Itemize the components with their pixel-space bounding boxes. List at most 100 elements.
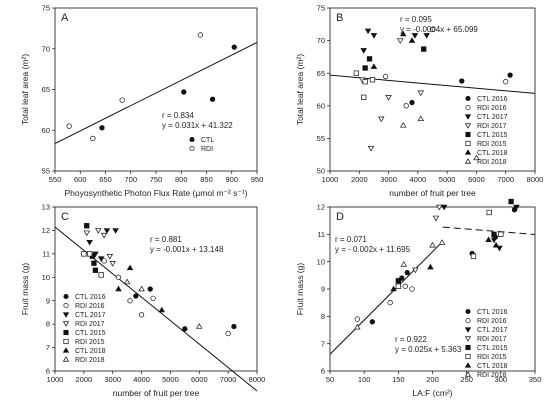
point-ctl-2017	[97, 256, 105, 262]
legend-entry-rdi-2018: RDI 2018	[477, 372, 507, 379]
legend-entry-rdi-2018: RDI 2018	[477, 159, 507, 166]
regression-line	[329, 244, 440, 355]
legend-marker-ctl-2018	[464, 362, 472, 368]
y-tick-label: 55	[42, 167, 50, 176]
point-rdi-2015	[81, 251, 87, 257]
y-axis-label: Fruit mass (g)	[20, 263, 30, 316]
legend-entry-rdi-2015: RDI 2015	[477, 141, 507, 148]
y-tick-label: 8	[321, 312, 325, 321]
point-rdi-2016	[354, 316, 360, 322]
y-tick-label: 65	[42, 85, 50, 94]
legend-marker-rdi	[189, 145, 195, 152]
y-tick-label: 6	[46, 367, 50, 376]
panel-a: A 550 600 650 700 750 800 850 900 950 55 60 65 70 75 Ph…	[20, 4, 263, 198]
x-tick-label: 4000	[133, 375, 150, 384]
y-tick-label: 9	[321, 285, 325, 294]
point-ctl-2015	[508, 198, 514, 205]
point-ctl-2015	[395, 278, 401, 284]
y-tick-label: 13	[42, 203, 50, 212]
x-tick-label: 5000	[439, 175, 456, 184]
x-tick-label: 2000	[76, 375, 93, 384]
point-ctl-2017	[370, 33, 378, 39]
point-ctl-2015	[92, 267, 99, 273]
point-ctl-2016	[507, 72, 513, 78]
legend-marker-ctl-2017	[464, 114, 472, 120]
point-ctl-2017	[360, 48, 367, 54]
legend-marker-rdi-2018	[62, 356, 70, 362]
x-tick-label: 5000	[162, 375, 179, 384]
regression-annotation: r = 0.922	[395, 335, 427, 344]
point-ctl-2016	[409, 99, 415, 106]
legend-marker-ctl	[189, 136, 195, 143]
point-rdi-2016	[402, 283, 408, 289]
x-axis-label: number of fruit per tree	[389, 188, 476, 198]
regression-annotation: y = -0.001x + 13.148	[150, 245, 224, 254]
regression-annotation: y = 0.031x + 41.322	[162, 121, 233, 130]
point-ctl-2018	[370, 63, 378, 69]
legend-entry-rdi-2017: RDI 2017	[75, 321, 105, 328]
x-tick-label: 250	[460, 375, 473, 384]
point-rdi-2018	[429, 241, 436, 248]
point-ctl-2016	[404, 269, 410, 276]
point-ctl-2017	[411, 33, 419, 39]
legend-entry-rdi-2017: RDI 2017	[477, 123, 507, 130]
point-ctl-2017	[86, 239, 93, 246]
legend-entry-rdi: RDI	[201, 146, 213, 153]
x-tick-label: 7000	[497, 175, 514, 184]
point-rdi-2015	[353, 70, 360, 76]
x-tick-label: 350	[529, 375, 542, 384]
point-rdi-2018	[196, 323, 203, 329]
x-axis-label: LA:F (cm²)	[412, 388, 452, 398]
x-tick-label: 550	[49, 175, 62, 184]
point-rdi-2015	[361, 94, 367, 100]
point-rdi-2017	[436, 204, 443, 211]
point-rdi-2016	[115, 274, 122, 280]
regression-annotation: r = 0.834	[162, 111, 194, 120]
y-axis-label: Total leaf area (m²)	[295, 54, 305, 125]
panel-letter: D	[336, 211, 344, 223]
x-tick-label: 900	[225, 175, 238, 184]
point-rdi-2015	[86, 251, 93, 257]
point-ctl-2015	[362, 65, 368, 71]
x-tick-label: 200	[426, 375, 439, 384]
legend-marker-ctl-2016	[465, 95, 471, 102]
y-tick-label: 11	[42, 249, 50, 258]
y-axis-label: Fruit mass (g)	[295, 263, 305, 316]
point-rdi-2018	[438, 239, 446, 245]
x-tick-label: 8000	[249, 375, 266, 384]
y-tick-label: 60	[42, 126, 50, 135]
point-ctl-2016	[147, 286, 153, 292]
x-tick-label: 2000	[351, 175, 368, 184]
point-ctl-2016	[133, 293, 139, 299]
regression-line	[442, 226, 536, 235]
point-rdi-2017	[377, 116, 385, 123]
point-rdi-2015	[498, 231, 504, 237]
x-tick-label: 6000	[191, 375, 208, 384]
point-ctl-2018	[492, 241, 500, 248]
panel-b: B 1000 2000 3000 4000 5000 6000 7000 8000 50 55 60 6…	[295, 4, 543, 198]
point-ctl-2018	[115, 285, 122, 292]
legend-entry-ctl-2017: CTL 2017	[75, 312, 106, 319]
point-rdi-2015	[486, 209, 492, 216]
point-rdi	[90, 135, 96, 142]
legend-marker-ctl-2016	[465, 308, 471, 315]
point-rdi-2017	[412, 267, 419, 274]
legend-marker-rdi-2017	[464, 336, 472, 342]
x-tick-label: 6000	[468, 175, 485, 184]
x-tick-label: 950	[251, 175, 264, 184]
point-rdi-2016	[138, 312, 145, 318]
legend-marker-rdi-2017	[464, 123, 472, 129]
legend-marker-rdi-2018	[464, 371, 472, 377]
legend-entry-ctl-2016: CTL 2016	[75, 294, 106, 301]
plot-frame	[54, 206, 258, 372]
y-tick-label: 7	[46, 343, 50, 352]
plot-frame	[54, 7, 258, 172]
point-rdi	[119, 97, 125, 103]
point-ctl-2017	[513, 204, 520, 211]
legend-entry-ctl-2016: CTL 2016	[477, 96, 508, 103]
point-rdi-2016	[127, 298, 133, 304]
legend-marker-ctl-2017	[62, 312, 70, 318]
point-ctl	[209, 96, 216, 102]
point-rdi-2015	[395, 283, 401, 289]
point-ctl	[231, 44, 237, 50]
